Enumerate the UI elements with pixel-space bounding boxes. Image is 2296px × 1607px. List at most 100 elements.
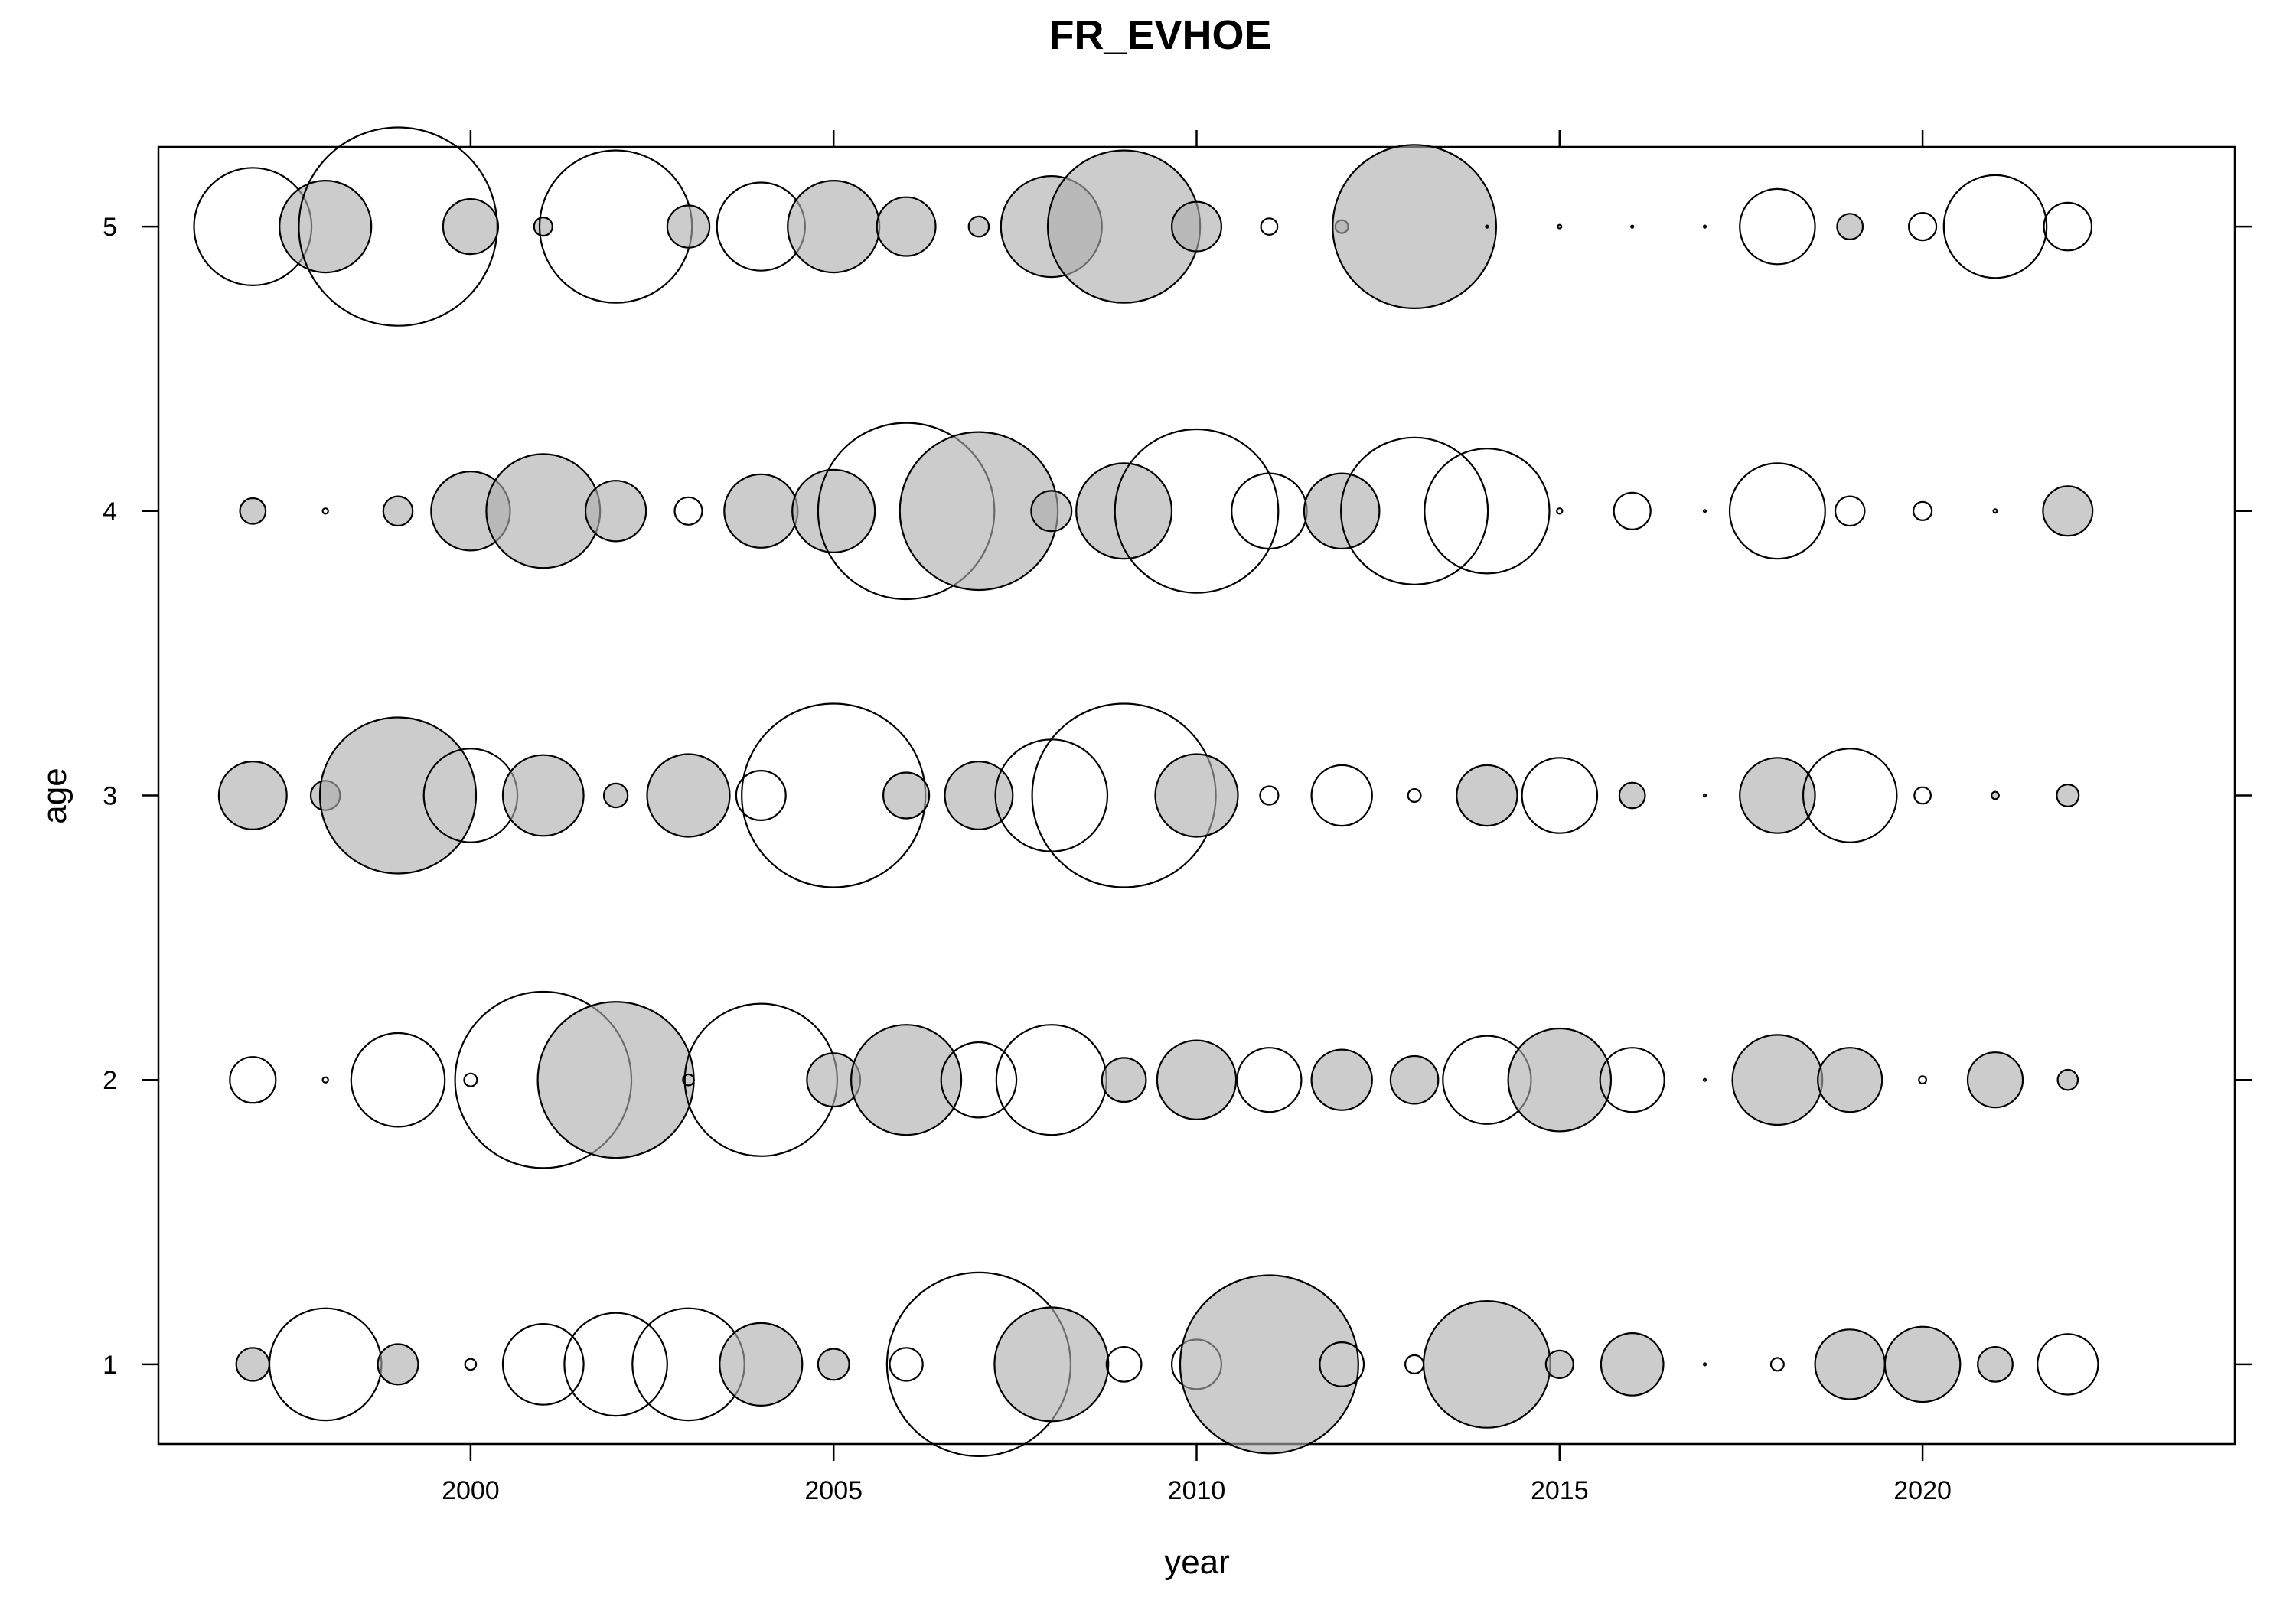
bubble-age2-2015 <box>1507 1027 1613 1133</box>
y-tick-label-4: 4 <box>103 497 117 526</box>
bubble-age1-2000 <box>464 1358 478 1371</box>
bubble-age5-1998 <box>279 180 373 274</box>
bubble-age1-1997 <box>235 1347 270 1382</box>
bubble-age2-2019 <box>1817 1047 1883 1113</box>
bubble-age1-2005 <box>817 1348 850 1381</box>
bubble-age3-2010 <box>1154 753 1239 838</box>
bubble-age4-2011 <box>1231 472 1308 550</box>
bubble-age5-2016 <box>1630 224 1635 229</box>
bubble-age3-2004 <box>735 769 787 821</box>
bubble-age3-2016 <box>1618 781 1646 810</box>
bubble-age3-2022 <box>2056 783 2080 807</box>
bubble-age4-1998 <box>321 507 329 515</box>
bubble-age3-2021 <box>1991 790 2000 800</box>
bubble-age4-2022 <box>2042 485 2094 537</box>
bubble-age4-2017 <box>1702 509 1707 513</box>
bubble-age2-2008 <box>995 1024 1107 1136</box>
bubble-age2-2009 <box>1101 1057 1147 1103</box>
bubble-age2-2003 <box>682 1073 695 1087</box>
bubble-age3-1999 <box>318 716 478 875</box>
bubble-age4-2018 <box>1728 462 1826 560</box>
bubble-age5-2020 <box>1908 212 1938 242</box>
bubble-age1-2018 <box>1769 1357 1785 1372</box>
bubble-age4-2016 <box>1613 491 1652 530</box>
y-axis-label: age <box>36 768 73 823</box>
bubble-age4-2013 <box>1339 436 1489 585</box>
bubble-age3-2020 <box>1913 786 1932 805</box>
bubble-layer <box>193 126 2099 1458</box>
bubble-age5-2001 <box>533 217 553 237</box>
y-tick-label-1: 1 <box>103 1351 117 1380</box>
bubble-age1-2001 <box>501 1322 585 1406</box>
bubble-age5-2021 <box>1942 174 2048 279</box>
y-tick-label-3: 3 <box>103 782 117 811</box>
bubble-age4-2005 <box>791 468 876 553</box>
bubble-age2-2013 <box>1389 1054 1440 1105</box>
bubble-age5-2010 <box>1170 200 1222 253</box>
bubble-age3-2006 <box>882 771 931 820</box>
bubble-age3-2015 <box>1521 757 1599 834</box>
bubble-age4-2009 <box>1075 462 1173 560</box>
bubble-age5-2013 <box>1332 144 1497 310</box>
bubble-age4-2003 <box>673 496 703 526</box>
bubble-age1-2013 <box>1404 1354 1425 1375</box>
bubble-age1-1999 <box>377 1343 419 1386</box>
y-tick-label-2: 2 <box>103 1066 117 1095</box>
bubble-age2-2000 <box>463 1072 478 1087</box>
bubble-age1-2016 <box>1600 1332 1665 1397</box>
bubble-age2-2022 <box>2056 1068 2079 1091</box>
bubble-age5-2014 <box>1485 224 1489 229</box>
bubble-age2-2010 <box>1156 1039 1238 1120</box>
bubble-age4-2002 <box>584 480 647 543</box>
bubble-age4-2010 <box>1114 428 1280 594</box>
bubble-age4-2014 <box>1424 448 1551 575</box>
bubble-age5-2000 <box>442 198 500 256</box>
bubble-age3-2011 <box>1259 785 1280 806</box>
x-axis: 2000 2005 2010 2015 2020 <box>442 130 1952 1505</box>
bubble-age3-2002 <box>602 782 629 809</box>
bubble-age3-2017 <box>1702 793 1707 798</box>
bubble-age1-2022 <box>2037 1333 2099 1396</box>
bubble-age1-2002 <box>563 1312 668 1417</box>
bubble-age5-2005 <box>787 180 881 274</box>
bubble-age2-2020 <box>1918 1075 1928 1085</box>
bubble-age2-2016 <box>1599 1047 1665 1113</box>
bubble-age4-1999 <box>382 495 414 527</box>
bubble-age1-2011 <box>1179 1274 1359 1455</box>
y-axis: 1 2 3 4 5 <box>103 213 2252 1380</box>
bubble-age1-2015 <box>1544 1349 1574 1380</box>
x-axis-label: year <box>1164 1543 1230 1581</box>
bubble-age5-2017 <box>1702 224 1707 229</box>
bubble-age2-1997 <box>229 1056 277 1104</box>
bubble-age1-2008 <box>993 1306 1110 1423</box>
bubble-age5-2015 <box>1557 223 1563 230</box>
bubble-age5-2007 <box>967 215 990 238</box>
bubble-age3-2018 <box>1739 757 1816 834</box>
bubble-age5-2006 <box>876 196 937 257</box>
bubble-age1-2006 <box>889 1347 924 1382</box>
bubble-age1-2012 <box>1319 1341 1365 1387</box>
bubble-age5-2022 <box>2043 201 2093 252</box>
bubble-age4-2015 <box>1556 507 1564 515</box>
x-tick-label-2000: 2000 <box>442 1476 500 1505</box>
bubble-age1-1998 <box>268 1307 383 1422</box>
x-tick-label-2010: 2010 <box>1168 1476 1226 1505</box>
bubble-age2-1998 <box>321 1076 329 1084</box>
x-tick-label-2020: 2020 <box>1893 1476 1952 1505</box>
bubble-age4-2019 <box>1834 495 1866 527</box>
bubble-age2-2007 <box>940 1041 1018 1119</box>
bubble-age4-1997 <box>239 497 267 525</box>
bubble-age3-2012 <box>1310 764 1373 827</box>
bubble-age2-1999 <box>350 1032 446 1128</box>
chart-title: FR_EVHOE <box>1049 12 1271 58</box>
bubble-age1-2019 <box>1814 1328 1886 1400</box>
bubble-age3-2013 <box>1407 787 1422 803</box>
bubble-age3-2019 <box>1802 748 1898 843</box>
bubble-age4-2001 <box>485 453 602 569</box>
y-tick-label-5: 5 <box>103 213 117 242</box>
bubble-age5-2011 <box>1260 217 1279 236</box>
x-tick-label-2005: 2005 <box>804 1476 863 1505</box>
bubble-age3-2007 <box>944 760 1014 830</box>
x-tick-label-2015: 2015 <box>1531 1476 1589 1505</box>
